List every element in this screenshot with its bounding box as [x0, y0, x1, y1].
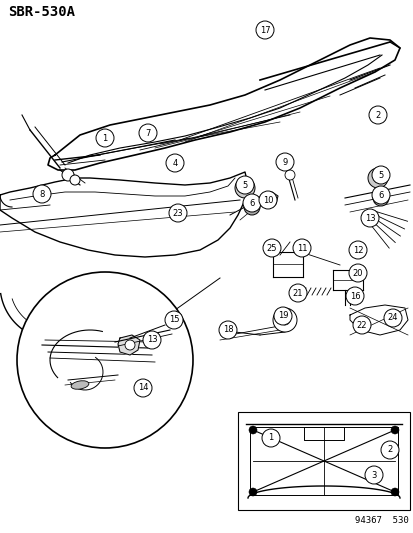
Circle shape — [165, 311, 183, 329]
Text: 17: 17 — [259, 26, 270, 35]
Circle shape — [17, 272, 192, 448]
Text: 12: 12 — [352, 246, 362, 254]
Text: 14: 14 — [138, 384, 148, 392]
Bar — [237, 412, 409, 510]
Text: 5: 5 — [377, 171, 383, 180]
Ellipse shape — [71, 381, 89, 389]
Circle shape — [166, 154, 183, 172]
Circle shape — [390, 426, 398, 434]
Text: 9: 9 — [282, 157, 287, 166]
Circle shape — [125, 340, 135, 350]
Circle shape — [292, 239, 310, 257]
Text: 1: 1 — [268, 433, 273, 442]
Polygon shape — [257, 192, 277, 208]
Circle shape — [235, 178, 254, 198]
Circle shape — [235, 176, 254, 194]
Circle shape — [380, 441, 398, 459]
Circle shape — [371, 186, 389, 204]
Text: 20: 20 — [352, 269, 362, 278]
Circle shape — [273, 307, 291, 325]
Circle shape — [218, 321, 236, 339]
Circle shape — [33, 185, 51, 203]
Text: 94367  530: 94367 530 — [354, 516, 408, 525]
Text: 7: 7 — [145, 128, 150, 138]
Text: 8: 8 — [39, 190, 45, 198]
Circle shape — [284, 170, 294, 180]
Text: 1: 1 — [102, 133, 107, 142]
Text: 25: 25 — [266, 244, 277, 253]
Circle shape — [348, 264, 366, 282]
Circle shape — [352, 316, 370, 334]
Text: 22: 22 — [356, 320, 366, 329]
Text: 2: 2 — [387, 446, 392, 455]
Text: 6: 6 — [377, 190, 383, 199]
Circle shape — [364, 466, 382, 484]
Text: 13: 13 — [146, 335, 157, 344]
Text: 6: 6 — [249, 198, 254, 207]
Circle shape — [360, 209, 378, 227]
Polygon shape — [0, 172, 247, 257]
Circle shape — [383, 309, 401, 327]
Circle shape — [262, 239, 280, 257]
Circle shape — [169, 204, 187, 222]
Text: 23: 23 — [172, 208, 183, 217]
Text: 19: 19 — [277, 311, 287, 320]
Text: 16: 16 — [349, 292, 359, 301]
Text: 18: 18 — [222, 326, 233, 335]
Text: 11: 11 — [296, 244, 306, 253]
Circle shape — [139, 124, 157, 142]
Circle shape — [345, 287, 363, 305]
Circle shape — [242, 194, 260, 212]
Circle shape — [261, 429, 279, 447]
Circle shape — [288, 284, 306, 302]
Circle shape — [372, 190, 388, 206]
Circle shape — [367, 168, 387, 188]
Circle shape — [96, 129, 114, 147]
Circle shape — [240, 184, 248, 192]
Text: SBR-530A: SBR-530A — [8, 5, 75, 19]
Circle shape — [243, 199, 259, 215]
Text: 24: 24 — [387, 313, 397, 322]
Circle shape — [259, 191, 276, 209]
Circle shape — [368, 106, 386, 124]
Polygon shape — [48, 38, 399, 170]
Polygon shape — [118, 335, 140, 355]
Circle shape — [248, 488, 256, 496]
Text: 10: 10 — [262, 196, 273, 205]
Circle shape — [272, 308, 296, 332]
Text: 3: 3 — [370, 471, 376, 480]
Text: 4: 4 — [172, 158, 177, 167]
Circle shape — [371, 166, 389, 184]
Text: 2: 2 — [375, 110, 380, 119]
Text: 21: 21 — [292, 288, 302, 297]
Circle shape — [390, 488, 398, 496]
Circle shape — [142, 331, 161, 349]
Circle shape — [62, 169, 74, 181]
Circle shape — [275, 153, 293, 171]
Circle shape — [373, 174, 381, 182]
Circle shape — [255, 21, 273, 39]
Circle shape — [134, 379, 152, 397]
Circle shape — [348, 241, 366, 259]
Circle shape — [70, 175, 80, 185]
Text: 15: 15 — [169, 316, 179, 325]
Text: 5: 5 — [242, 181, 247, 190]
Text: 13: 13 — [364, 214, 375, 222]
Polygon shape — [349, 305, 407, 335]
Circle shape — [248, 426, 256, 434]
